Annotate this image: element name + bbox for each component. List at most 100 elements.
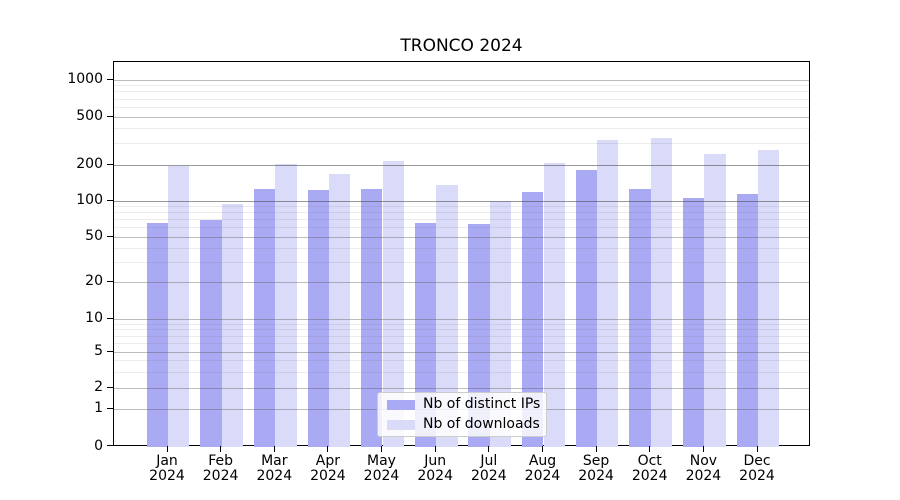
x-tick-mark [756, 446, 758, 452]
grid-line [114, 200, 809, 202]
x-tick-year: 2024 [524, 468, 561, 484]
grid-line-minor [114, 371, 809, 373]
bar-jan-downloads [168, 165, 190, 447]
grid-line [114, 318, 809, 320]
x-tick-mark [649, 446, 651, 452]
x-tick-label-nov: Nov 2024 [668, 454, 738, 484]
x-tick-year: 2024 [631, 468, 668, 484]
bar-aug-distinct-ips [522, 192, 544, 447]
x-tick-year: 2024 [310, 468, 346, 484]
x-tick-month: Feb [208, 453, 233, 469]
x-tick-year: 2024 [739, 468, 775, 484]
y-tick-mark [107, 386, 113, 388]
grid-line [114, 281, 809, 283]
x-tick-label-mar: Mar 2024 [239, 454, 309, 484]
bar-jul-distinct-ips [468, 224, 490, 447]
bar-may-downloads [382, 161, 404, 447]
x-tick-month: Apr [315, 453, 340, 469]
x-tick-mark [702, 446, 704, 452]
grid-line [114, 164, 809, 166]
x-tick-label-aug: Aug 2024 [508, 454, 578, 484]
y-tick-label: 500 [76, 108, 103, 124]
bar-nov-downloads [704, 154, 726, 447]
grid-line [114, 236, 809, 238]
x-tick-mark [595, 446, 597, 452]
chart-title: TRONCO 2024 [400, 36, 523, 56]
grid-line [114, 351, 809, 353]
bar-oct-distinct-ips [629, 189, 651, 447]
x-tick-month: Jan [156, 453, 178, 469]
bar-dec-downloads [758, 150, 780, 447]
y-tick-mark [107, 115, 113, 117]
bar-oct-downloads [650, 137, 673, 447]
x-tick-month: Dec [743, 453, 771, 469]
x-tick-label-jul: Jul 2024 [454, 454, 524, 484]
grid-line-minor [114, 335, 809, 337]
y-tick-mark [107, 78, 113, 80]
y-tick-mark [107, 199, 113, 201]
x-tick-label-jan: Jan 2024 [132, 454, 202, 484]
x-tick-month: Aug [528, 453, 557, 469]
grid-line-minor [114, 219, 809, 220]
bar-sep-distinct-ips [575, 169, 598, 447]
grid-line-minor [114, 212, 809, 214]
grid-line-minor [114, 261, 809, 263]
bar-nov-distinct-ips [683, 197, 705, 447]
grid-line [114, 116, 809, 118]
grid-line-minor [114, 128, 809, 130]
bar-sep-downloads [597, 140, 619, 447]
x-tick-year: 2024 [685, 468, 722, 484]
bar-mar-distinct-ips [253, 188, 276, 447]
x-tick-mark [381, 446, 382, 452]
x-tick-year: 2024 [149, 468, 185, 484]
grid-line-minor [114, 342, 809, 344]
x-tick-mark [327, 446, 329, 452]
x-tick-month: Sep [582, 453, 610, 469]
grid-line-minor [114, 227, 809, 228]
bar-jun-downloads [436, 185, 458, 447]
bar-apr-downloads [328, 174, 351, 447]
y-tick-label: 0 [94, 437, 103, 454]
x-tick-year: 2024 [578, 468, 614, 484]
y-tick-label: 2 [94, 379, 103, 395]
bar-mar-downloads [275, 163, 297, 447]
x-tick-year: 2024 [202, 468, 239, 484]
y-tick-label: 20 [85, 273, 103, 289]
y-tick-label: 1 [94, 400, 103, 416]
bar-aug-downloads [543, 162, 565, 447]
y-tick-label: 1000 [67, 71, 103, 87]
x-tick-month: May [367, 453, 396, 469]
bar-jul-downloads [489, 200, 512, 447]
y-tick-mark [107, 163, 113, 165]
x-tick-mark [166, 446, 168, 452]
x-tick-mark [273, 446, 275, 452]
grid-line [114, 79, 809, 81]
x-tick-mark [542, 446, 543, 452]
plot-area [113, 61, 810, 447]
grid-line-minor [114, 85, 809, 87]
grid-line-minor [114, 98, 809, 100]
x-tick-mark [434, 446, 436, 452]
x-tick-year: 2024 [363, 468, 400, 484]
x-tick-label-sep: Sep 2024 [561, 454, 631, 484]
grid-line-minor [114, 247, 809, 249]
x-tick-mark [220, 446, 222, 452]
grid-line-minor [114, 106, 809, 108]
grid-line-minor [114, 360, 809, 362]
x-tick-label-may: May 2024 [347, 454, 417, 484]
y-tick-mark [107, 407, 113, 409]
legend-swatch-downloads [387, 419, 415, 430]
bar-feb-distinct-ips [200, 219, 222, 447]
grid-line-minor [114, 323, 809, 325]
x-tick-mark [488, 446, 490, 452]
y-tick-label: 50 [85, 228, 103, 244]
x-tick-month: Mar [261, 453, 288, 469]
grid-line-minor [114, 206, 809, 207]
x-tick-year: 2024 [470, 468, 507, 484]
y-tick-mark [107, 350, 113, 352]
y-tick-mark [107, 235, 113, 237]
grid-line-minor [114, 329, 809, 331]
x-tick-label-jun: Jun 2024 [400, 454, 470, 484]
x-tick-month: Nov [689, 453, 718, 469]
